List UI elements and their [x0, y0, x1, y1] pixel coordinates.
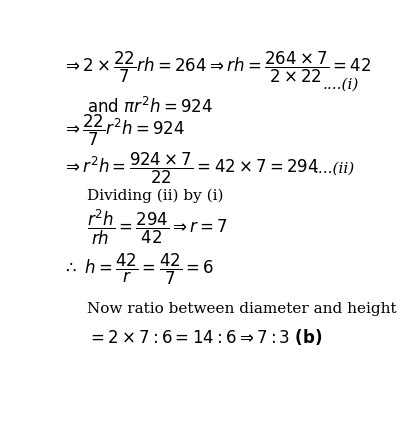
Text: Now ratio between diameter and height: Now ratio between diameter and height: [87, 302, 397, 316]
Text: Dividing (ii) by (i): Dividing (ii) by (i): [87, 189, 224, 203]
Text: $\mathrm{and}\ \pi r^2 h = 924$: $\mathrm{and}\ \pi r^2 h = 924$: [87, 97, 213, 117]
Text: ....(i): ....(i): [323, 78, 359, 91]
Text: $= 2 \times 7 : 6 = 14 : 6 \Rightarrow 7 : 3\ \mathbf{(b)}$: $= 2 \times 7 : 6 = 14 : 6 \Rightarrow 7…: [87, 327, 323, 347]
Text: $\Rightarrow r^2h = \dfrac{924 \times 7}{22} = 42 \times 7 = 294$: $\Rightarrow r^2h = \dfrac{924 \times 7}…: [62, 151, 320, 186]
Text: $\therefore\ h = \dfrac{42}{r} = \dfrac{42}{7} = 6$: $\therefore\ h = \dfrac{42}{r} = \dfrac{…: [62, 252, 214, 288]
Text: $\dfrac{r^2h}{rh} = \dfrac{294}{42} \Rightarrow r = 7$: $\dfrac{r^2h}{rh} = \dfrac{294}{42} \Rig…: [87, 207, 228, 247]
Text: ....(ii): ....(ii): [314, 161, 355, 176]
Text: $\Rightarrow \dfrac{22}{7}r^2h = 924$: $\Rightarrow \dfrac{22}{7}r^2h = 924$: [62, 113, 185, 149]
Text: $\Rightarrow 2 \times \dfrac{22}{7}rh = 264 \Rightarrow rh = \dfrac{264 \times 7: $\Rightarrow 2 \times \dfrac{22}{7}rh = …: [62, 50, 372, 85]
